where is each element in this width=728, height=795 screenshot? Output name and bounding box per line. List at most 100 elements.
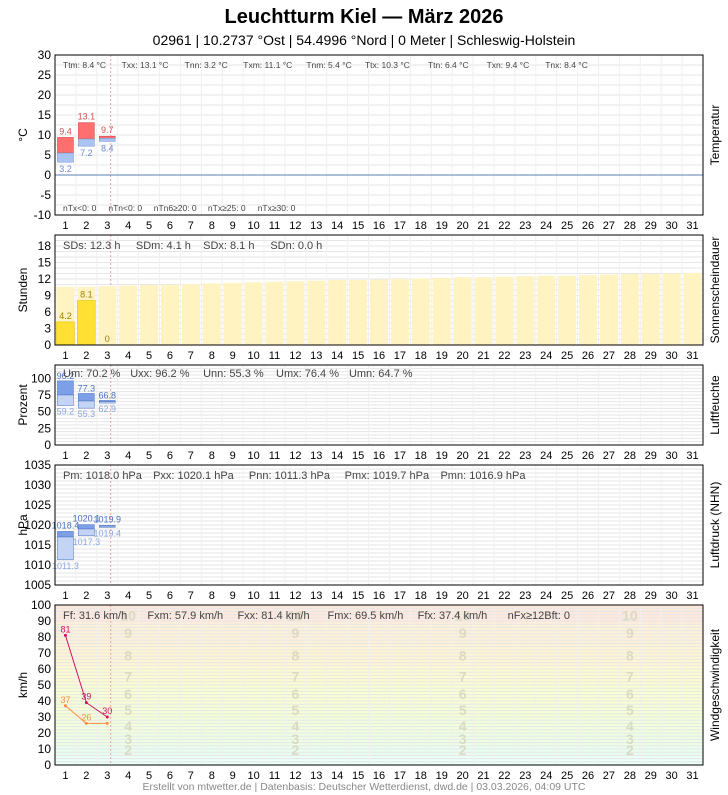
x-tick-label: 19 [436,770,448,782]
y-tick-label: 50 [38,678,52,692]
stat-label: Unn: 55.3 % [203,368,264,380]
x-tick-label: 16 [373,770,385,782]
x-tick-label: 23 [519,220,531,232]
x-tick-label: 24 [540,450,552,462]
stat-label: SDn: 0.0 h [270,240,322,252]
x-tick-label: 7 [188,350,194,362]
tmax-bar [78,122,95,140]
x-tick-label: 15 [352,450,364,462]
x-tick-label: 6 [167,450,173,462]
panel-frame [54,604,704,766]
beaufort-label: 4 [124,718,132,734]
sun-possible-bar [411,278,430,345]
x-tick-label: 15 [352,220,364,232]
x-tick-label: 10 [247,590,259,602]
x-tick-label: 29 [645,770,657,782]
x-tick-label: 19 [436,590,448,602]
y-axis-label: °C [16,128,30,142]
x-tick-label: 3 [104,590,110,602]
x-tick-label: 27 [603,590,615,602]
beaufort-label: 10 [455,608,471,624]
x-tick-label: 17 [394,770,406,782]
x-tick-label: 20 [456,590,468,602]
sun-bar [77,300,96,346]
beaufort-label: 9 [459,625,467,641]
beaufort-label: 8 [124,648,132,664]
x-tick-label: 25 [561,450,573,462]
x-tick-label: 2 [83,770,89,782]
x-tick-label: 29 [645,590,657,602]
stat-label: Txn: 9.4 °C [487,60,530,70]
x-tick-label: 2 [83,450,89,462]
x-tick-label: 3 [104,220,110,232]
sun-possible-bar [223,282,242,345]
sun-possible-bar [370,279,388,345]
x-tick-label: 4 [125,450,131,462]
panel-frame [54,234,704,346]
beaufort-label: 7 [459,668,467,684]
y-tick-label: -5 [40,188,51,202]
stat-label: nTx≥30: 0 [258,203,296,213]
x-tick-label: 1 [62,350,68,362]
x-tick-label: 4 [125,350,131,362]
beaufort-label: 6 [124,686,132,702]
sun-possible-bar [181,283,200,345]
y-axis-label: Prozent [16,384,30,426]
x-tick-label: 7 [188,220,194,232]
x-tick-label: 7 [188,450,194,462]
sun-possible-bar [328,280,347,345]
x-tick-label: 4 [125,770,131,782]
x-tick-label: 3 [104,770,110,782]
x-tick-label: 27 [603,770,615,782]
x-tick-label: 18 [415,220,427,232]
x-tick-label: 20 [456,350,468,362]
x-tick-label: 22 [498,450,510,462]
tmax-label: 9.7 [101,125,114,135]
x-tick-label: 22 [498,590,510,602]
x-tick-label: 9 [230,450,236,462]
x-tick-label: 24 [540,590,552,602]
x-tick-label: 16 [373,450,385,462]
y-tick-label: 25 [38,421,52,435]
x-tick-label: 22 [498,350,510,362]
stat-label: nTn6≥20: 0 [154,203,197,213]
x-tick-label: 23 [519,450,531,462]
x-tick-label: 24 [540,770,552,782]
pressure-max-label: 1020.1 [73,514,101,524]
sun-label: 4.2 [59,311,72,321]
humidity-max-label: 66.8 [98,390,116,400]
x-tick-label: 9 [230,770,236,782]
pressure-max-bar [57,531,74,538]
stat-label: Ttm: 8.4 °C [63,60,106,70]
beaufort-label: 2 [626,742,634,758]
stat-label: SDs: 12.3 h [63,240,120,252]
x-tick-label: 1 [62,770,68,782]
x-tick-label: 28 [624,770,636,782]
panel-frame [54,54,704,216]
x-tick-label: 10 [247,350,259,362]
tmin-label: 8.4 [101,143,114,153]
beaufort-band [55,755,703,765]
beaufort-label: 7 [626,668,634,684]
stat-label: Txm: 11.1 °C [243,60,292,70]
panel-side-label: Sonnenscheindauer [708,237,722,344]
pressure-max-label: 1019.9 [93,514,121,524]
x-tick-label: 16 [373,590,385,602]
y-axis-label: Stunden [16,268,30,313]
sun-possible-bar [641,274,660,345]
x-tick-label: 30 [666,450,678,462]
beaufort-label: 3 [626,731,634,747]
x-tick-label: 28 [624,220,636,232]
y-tick-label: 1005 [24,578,51,592]
x-tick-label: 11 [269,350,280,362]
stat-label: Pmn: 1016.9 hPa [440,470,526,482]
x-tick-label: 16 [373,220,385,232]
x-tick-label: 31 [686,450,698,462]
x-tick-label: 29 [645,450,657,462]
x-tick-label: 13 [310,220,322,232]
x-tick-label: 1 [62,220,68,232]
x-tick-label: 23 [519,350,531,362]
stat-label: Pnn: 1011.3 hPa [249,470,331,482]
sun-possible-bar [307,280,326,345]
y-tick-label: 30 [38,710,52,724]
